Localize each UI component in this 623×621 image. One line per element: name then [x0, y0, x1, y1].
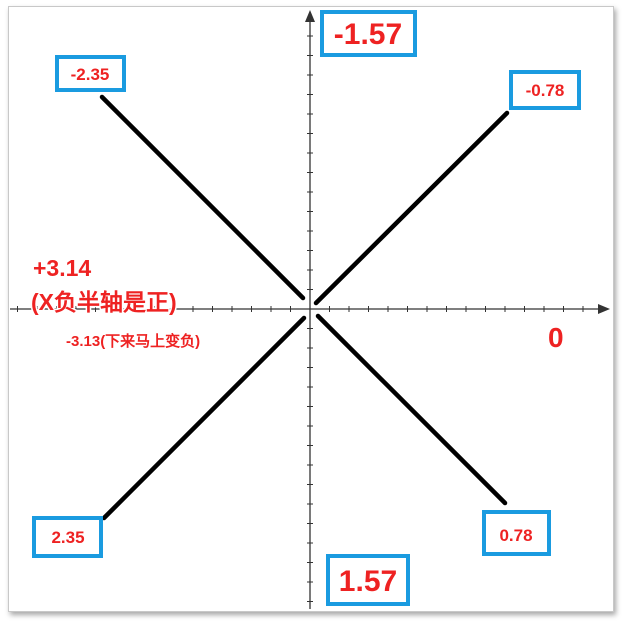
line-upper-right	[313, 110, 510, 306]
label-top-right: -0.78	[526, 81, 565, 100]
label-top-left: -2.35	[71, 65, 110, 84]
x-axis	[10, 304, 610, 314]
label-bottom-right: 0.78	[499, 526, 532, 545]
line-upper-left	[99, 94, 306, 301]
label-box-bottom: 1.57	[326, 554, 410, 606]
label-box-top-left: -2.35	[55, 55, 126, 92]
label-box-top: -1.57	[320, 10, 417, 57]
label-box-bottom-right: 0.78	[482, 510, 551, 556]
label-left-line2: (X负半轴是正)	[31, 289, 177, 315]
label-top: -1.57	[334, 18, 402, 51]
label-right: 0	[548, 322, 564, 353]
line-lower-right	[315, 313, 508, 506]
label-left-line3: -3.13(下来马上变负)	[66, 332, 200, 350]
line-lower-left	[101, 315, 307, 521]
label-left-line1: +3.14	[33, 255, 91, 281]
label-box-top-right: -0.78	[509, 70, 581, 110]
label-bottom: 1.57	[339, 565, 397, 598]
label-box-bottom-left: 2.35	[32, 516, 103, 558]
label-bottom-left: 2.35	[51, 528, 84, 547]
y-axis	[305, 10, 315, 609]
